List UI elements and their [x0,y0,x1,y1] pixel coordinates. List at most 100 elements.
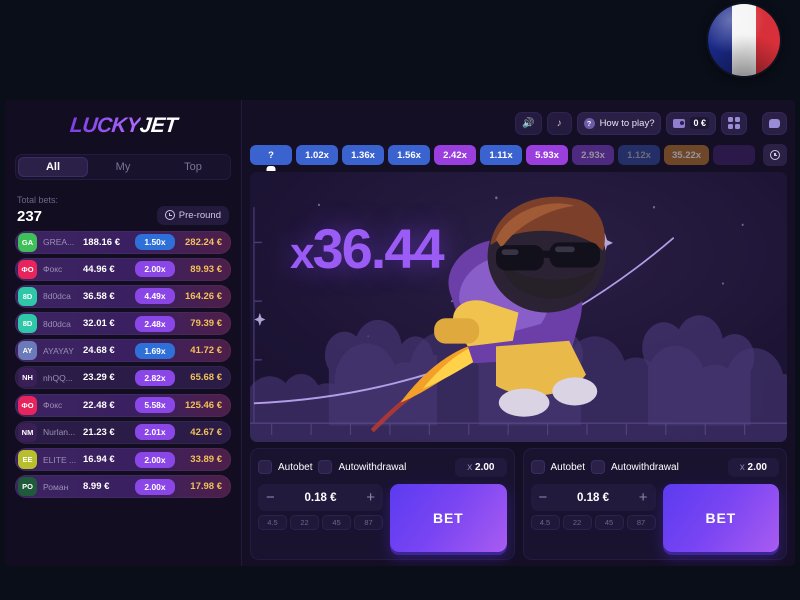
clock-icon [164,210,175,220]
bet-row[interactable]: NH nhQQ... 23.29 € 2.82x 65.68 € [15,366,231,390]
autowithdrawal-label: Autowithdrawal [338,461,407,473]
quick-stake-chip[interactable]: 87 [354,515,383,530]
bet-win-amount: 164.26 € [185,290,222,302]
bet-row[interactable]: ФО Фокс 22.48 € 5.58x 125.46 € [15,393,231,417]
quick-stake-chip[interactable]: 22 [290,515,319,530]
quick-stake-chip[interactable]: 4.5 [258,515,287,530]
avatar: GA [18,232,37,252]
bet-username: Nurlan... [43,427,76,438]
bet-amount: 8.99 € [83,481,110,493]
autowithdrawal-checkbox[interactable] [318,460,333,474]
panel-options-row: Autobet Autowithdrawal x 2.00 [530,456,779,478]
panel-stake-row: − 0.18 € +4.5 22 45 87 BET [530,484,779,552]
brand-logo-jet: JET [138,114,178,137]
bet-row[interactable]: NM Nurlan... 21.23 € 2.01x 42.67 € [15,420,231,444]
history-chip[interactable]: 1.12x [618,145,660,165]
wallet-icon [673,118,686,128]
quick-stake-chip[interactable]: 45 [322,515,351,530]
bet-username: ELITE ... [43,454,77,465]
how-to-play-label: How to play? [599,117,655,129]
history-chip[interactable]: 1.11x [480,145,522,165]
round-status-badge[interactable]: Pre-round [156,205,229,225]
bet-win-amount: 125.46 € [185,399,222,411]
france-flag-icon [708,4,780,76]
bet-win-amount: 79.39 € [190,318,222,330]
history-chip[interactable]: 2.93x [572,145,614,165]
history-chip[interactable]: 2.42x [434,145,476,165]
sound-toggle-button[interactable]: 🔊 [515,111,542,135]
stake-increase-button[interactable]: + [366,489,375,506]
bet-row[interactable]: GA GREA... 188.16 € 1.50x 282.24 € [15,230,231,254]
bet-username: 8d0dca [43,291,71,302]
wallet-balance-button[interactable]: 0 € [666,111,716,135]
autowithdrawal-checkbox[interactable] [590,460,605,474]
bet-list[interactable]: GA GREA... 188.16 € 1.50x 282.24 € ФО Фокс 44.9… [15,230,231,567]
bet-win-amount: 89.93 € [190,263,222,275]
avatar: 8D [18,286,37,306]
bet-row[interactable]: AY AYAYAY 24.68 €1.69x 41.72 € [15,339,231,363]
music-toggle-button[interactable]: ♪ [546,111,572,135]
avatar: NM [18,422,37,442]
quick-stake-chip[interactable]: 4.5 [530,515,560,530]
game-frame: LUCKYJET All My Top Total bets: 237 Pre-… [5,100,795,566]
bet-amount: 188.16 € [83,236,120,248]
auto-multiplier-value[interactable]: x 2.00 [727,457,779,477]
history-chip-current[interactable]: ? [250,145,292,165]
bet-panel-2: Autobet Autowithdrawal x 2.00 − 0.18 € +4.5 22… [522,448,787,560]
bet-username: AYAYAY [43,345,74,356]
history-chip-faded [713,145,756,165]
bet-button[interactable]: BET [390,484,507,552]
stake-value[interactable]: 0.18 € [304,491,337,504]
autobet-checkbox[interactable] [530,460,545,474]
panel-stake-row: − 0.18 € +4.5 22 45 87 BET [258,484,507,552]
history-clock-button[interactable] [763,144,787,166]
chat-button[interactable] [762,111,787,135]
history-chip[interactable]: 35.22x [664,145,710,165]
round-history-strip[interactable]: ? 1.02x 1.36x 1.56x 2.42x 1.11x 5.93x 2.93x 1.12… [250,142,787,168]
autobet-checkbox[interactable] [258,460,272,474]
bet-row[interactable]: 8D 8d0dca 36.58 € 4.49x 164.26 € [15,284,231,308]
auto-multiplier-value[interactable]: x 2.00 [455,457,507,477]
tab-top[interactable]: Top [184,161,202,173]
bet-button[interactable]: BET [662,484,779,552]
bet-multiplier: 1.69x [135,342,175,359]
bet-row[interactable]: ФО Фокс 44.96 € 2.00x 89.93 € [15,257,231,281]
apps-menu-button[interactable] [721,111,747,135]
stake-controls: − 0.18 € +4.5 22 45 87 [530,484,656,552]
panel-options-row: Autobet Autowithdrawal x 2.00 [258,456,507,478]
bet-row[interactable]: 8D 8d0dca 32.01 € 2.48x 79.39 € [15,312,231,336]
quick-stake-chip[interactable]: 22 [562,515,592,530]
stake-decrease-button[interactable]: − [538,489,548,506]
stake-stepper: − 0.18 € + [530,484,656,511]
how-to-play-button[interactable]: ? How to play? [576,111,662,135]
bet-multiplier: 2.82x [135,369,175,386]
autowithdrawal-label: Autowithdrawal [610,461,679,473]
bet-panel-1: Autobet Autowithdrawal x 2.00 − 0.18 € +4.5 22… [250,448,515,560]
avatar: ФО [18,395,37,415]
bet-amount: 36.58 € [83,290,115,302]
bet-win-amount: 282.24 € [185,236,222,248]
bet-username: Роман [43,481,69,492]
history-chip[interactable]: 1.36x [342,145,384,165]
tab-all[interactable]: All [18,157,88,177]
grid-menu-icon [728,117,740,129]
bet-row[interactable]: EE ELITE ... 16.94 € 2.00x 33.89 € [15,448,231,471]
stake-decrease-button[interactable]: − [266,489,275,506]
quick-stake-chip[interactable]: 87 [626,515,656,530]
bet-win-amount: 33.89 € [190,454,222,465]
multiplier-display: x36.44 [290,216,445,281]
history-chip[interactable]: 5.93x [526,145,568,165]
quick-stake-chip[interactable]: 45 [594,515,624,530]
stake-increase-button[interactable]: + [638,489,648,506]
history-chip[interactable]: 1.02x [296,145,338,165]
avatar: EE [18,450,37,469]
stake-value[interactable]: 0.18 € [577,491,609,504]
bet-row[interactable]: PO Роман 8.99 € 2.00x 17.98 € [15,475,231,499]
avatar: PO [18,477,37,497]
avatar: ФО [18,259,37,279]
bet-multiplier: 2.00x [135,261,175,278]
history-chip[interactable]: 1.56x [388,145,430,165]
avatar: AY [18,341,37,361]
tab-my[interactable]: My [115,161,131,173]
